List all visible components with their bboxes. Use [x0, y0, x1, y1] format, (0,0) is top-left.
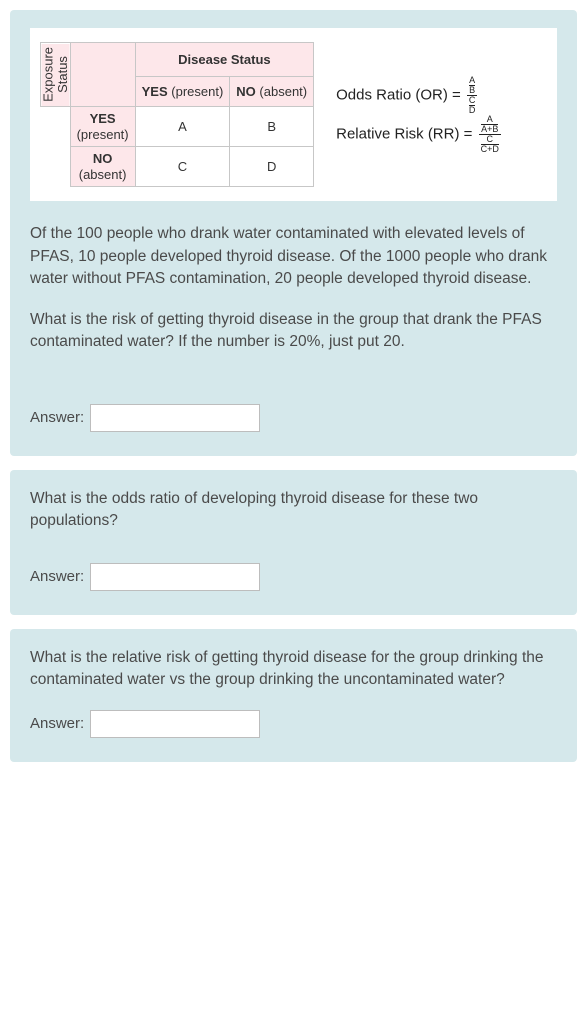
answer-input-2[interactable]: [90, 563, 260, 591]
contingency-diagram: Exposure Status Disease Status YES (pres…: [30, 28, 557, 201]
answer-input-1[interactable]: [90, 404, 260, 432]
blank-corner-2: [70, 77, 135, 107]
question-2-text: What is the odds ratio of developing thy…: [30, 488, 557, 533]
question-card-1: Exposure Status Disease Status YES (pres…: [10, 10, 577, 456]
relative-risk-formula: Relative Risk (RR) = AA+B CC+D: [336, 115, 503, 154]
context-text: Of the 100 people who drank water contam…: [30, 223, 557, 290]
exposure-header: Exposure Status: [41, 43, 71, 107]
answer-label-2: Answer:: [30, 568, 84, 585]
cell-b: B: [230, 106, 314, 146]
answer-input-3[interactable]: [90, 710, 260, 738]
answer-label-3: Answer:: [30, 715, 84, 732]
cell-d: D: [230, 147, 314, 187]
odds-ratio-formula: Odds Ratio (OR) = AB CD: [336, 76, 503, 115]
answer-row-2: Answer:: [30, 563, 557, 591]
cell-c: C: [135, 147, 230, 187]
blank-corner: [70, 43, 135, 77]
row-no: NO(absent): [70, 147, 135, 187]
answer-row-3: Answer:: [30, 710, 557, 738]
row-yes: YES(present): [70, 106, 135, 146]
disease-status-header: Disease Status: [135, 43, 314, 77]
cell-a: A: [135, 106, 230, 146]
question-3-text: What is the relative risk of getting thy…: [30, 647, 557, 692]
col-yes: YES (present): [135, 77, 230, 107]
col-no: NO (absent): [230, 77, 314, 107]
question-card-2: What is the odds ratio of developing thy…: [10, 470, 577, 615]
formulas: Odds Ratio (OR) = AB CD Relative Risk (R…: [336, 76, 503, 154]
question-card-3: What is the relative risk of getting thy…: [10, 629, 577, 762]
contingency-table: Exposure Status Disease Status YES (pres…: [40, 42, 314, 187]
answer-label-1: Answer:: [30, 409, 84, 426]
question-1-text: What is the risk of getting thyroid dise…: [30, 309, 557, 354]
answer-row-1: Answer:: [30, 404, 557, 432]
